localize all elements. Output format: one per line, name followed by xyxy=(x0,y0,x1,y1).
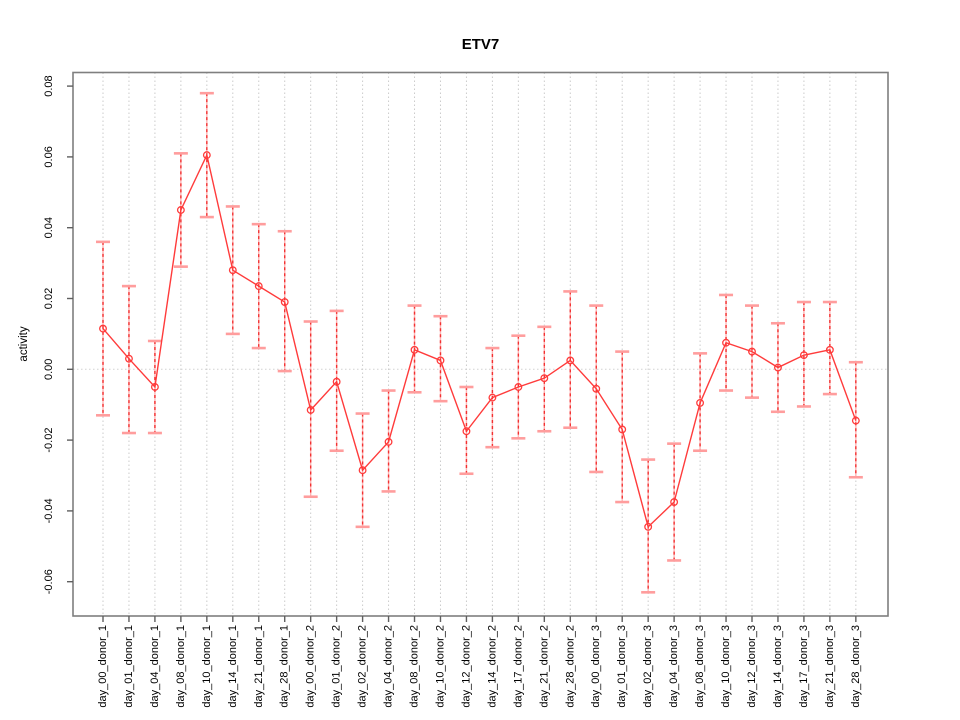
x-tick-label: day_14_donor_2 xyxy=(486,625,498,708)
x-tick-label: day_28_donor_2 xyxy=(564,625,576,708)
x-tick-label: day_04_donor_2 xyxy=(383,625,395,708)
data-point-marker xyxy=(125,354,133,363)
x-tick-label: day_08_donor_1 xyxy=(175,625,187,708)
chart-title: ETV7 xyxy=(462,36,500,53)
y-tick-label: 0.06 xyxy=(43,146,55,167)
x-tick-label: day_00_donor_1 xyxy=(97,625,109,708)
x-tick-label: day_00_donor_2 xyxy=(305,625,317,708)
data-point-marker xyxy=(488,393,497,402)
data-point-marker xyxy=(228,266,237,275)
y-tick-label: 0.00 xyxy=(43,359,55,380)
x-tick-label: day_04_donor_1 xyxy=(149,625,161,708)
data-point-marker xyxy=(280,298,289,306)
x-tick-label: day_08_donor_3 xyxy=(694,625,706,708)
data-point-marker xyxy=(410,345,419,354)
y-tick-label: -0.04 xyxy=(43,498,55,523)
x-tick-label: day_08_donor_2 xyxy=(409,625,421,708)
data-point-marker xyxy=(774,363,782,372)
x-tick-label: day_10_donor_2 xyxy=(434,625,446,708)
x-tick-label: day_21_donor_3 xyxy=(824,625,836,708)
data-point-marker xyxy=(254,282,263,291)
data-point-marker xyxy=(722,338,730,347)
data-point-marker xyxy=(566,356,575,365)
y-tick-label: 0.04 xyxy=(43,217,55,238)
data-point-marker xyxy=(306,406,315,414)
x-tick-label: day_02_donor_3 xyxy=(642,625,654,708)
data-point-marker xyxy=(670,498,679,506)
series-line xyxy=(102,152,857,529)
x-tick-label: day_28_donor_3 xyxy=(850,625,862,708)
data-point-marker xyxy=(332,377,341,386)
x-tick-label: day_01_donor_3 xyxy=(616,625,628,708)
data-point-marker xyxy=(99,324,107,333)
data-point-marker xyxy=(514,383,523,391)
data-point-marker xyxy=(644,522,653,531)
x-tick-label: day_10_donor_1 xyxy=(201,625,213,708)
y-tick-label: 0.08 xyxy=(43,75,55,96)
data-point-marker xyxy=(358,466,367,475)
data-point-marker xyxy=(748,347,756,356)
plot-frame xyxy=(72,71,889,617)
x-tick-label: day_04_donor_3 xyxy=(668,625,680,708)
x-tick-label: day_00_donor_3 xyxy=(590,625,602,708)
data-point-marker xyxy=(462,427,471,436)
y-tick-label: 0.02 xyxy=(43,288,55,309)
data-point-marker xyxy=(176,206,185,214)
x-tick-label: day_28_donor_1 xyxy=(279,625,291,708)
data-point-marker xyxy=(540,374,549,383)
x-tick-label: day_21_donor_1 xyxy=(253,625,265,708)
x-tick-label: day_17_donor_3 xyxy=(798,625,810,708)
data-point-marker xyxy=(851,416,860,425)
data-point-marker xyxy=(384,437,393,446)
x-tick-label: day_12_donor_3 xyxy=(746,625,758,708)
x-tick-label: day_02_donor_2 xyxy=(357,625,369,708)
plot-root: 0.08 0.06 0.04 0.02 0.00 -0.02 -0.04 -0.06 day_0… xyxy=(43,71,889,708)
data-point-marker xyxy=(696,398,705,407)
x-tick-label: day_17_donor_2 xyxy=(512,625,524,708)
x-tick-label: day_01_donor_2 xyxy=(331,625,343,708)
x-tick-label: day_14_donor_1 xyxy=(227,625,239,708)
x-tick-label: day_01_donor_1 xyxy=(123,625,135,708)
y-tick-label: -0.02 xyxy=(43,428,55,453)
x-tick-label: day_10_donor_3 xyxy=(720,625,732,708)
data-point-marker xyxy=(799,351,808,360)
data-point-marker xyxy=(618,425,627,434)
data-point-marker xyxy=(436,356,445,365)
y-tick-label: -0.06 xyxy=(43,569,55,594)
data-point-marker xyxy=(592,384,601,393)
data-point-marker xyxy=(150,383,159,391)
data-point-marker xyxy=(825,345,834,354)
x-tick-label: day_14_donor_3 xyxy=(772,625,784,708)
x-tick-label: day_21_donor_2 xyxy=(538,625,550,708)
y-axis-title: activity xyxy=(18,326,30,361)
data-point-marker xyxy=(202,151,211,160)
x-tick-label: day_12_donor_2 xyxy=(460,625,472,708)
